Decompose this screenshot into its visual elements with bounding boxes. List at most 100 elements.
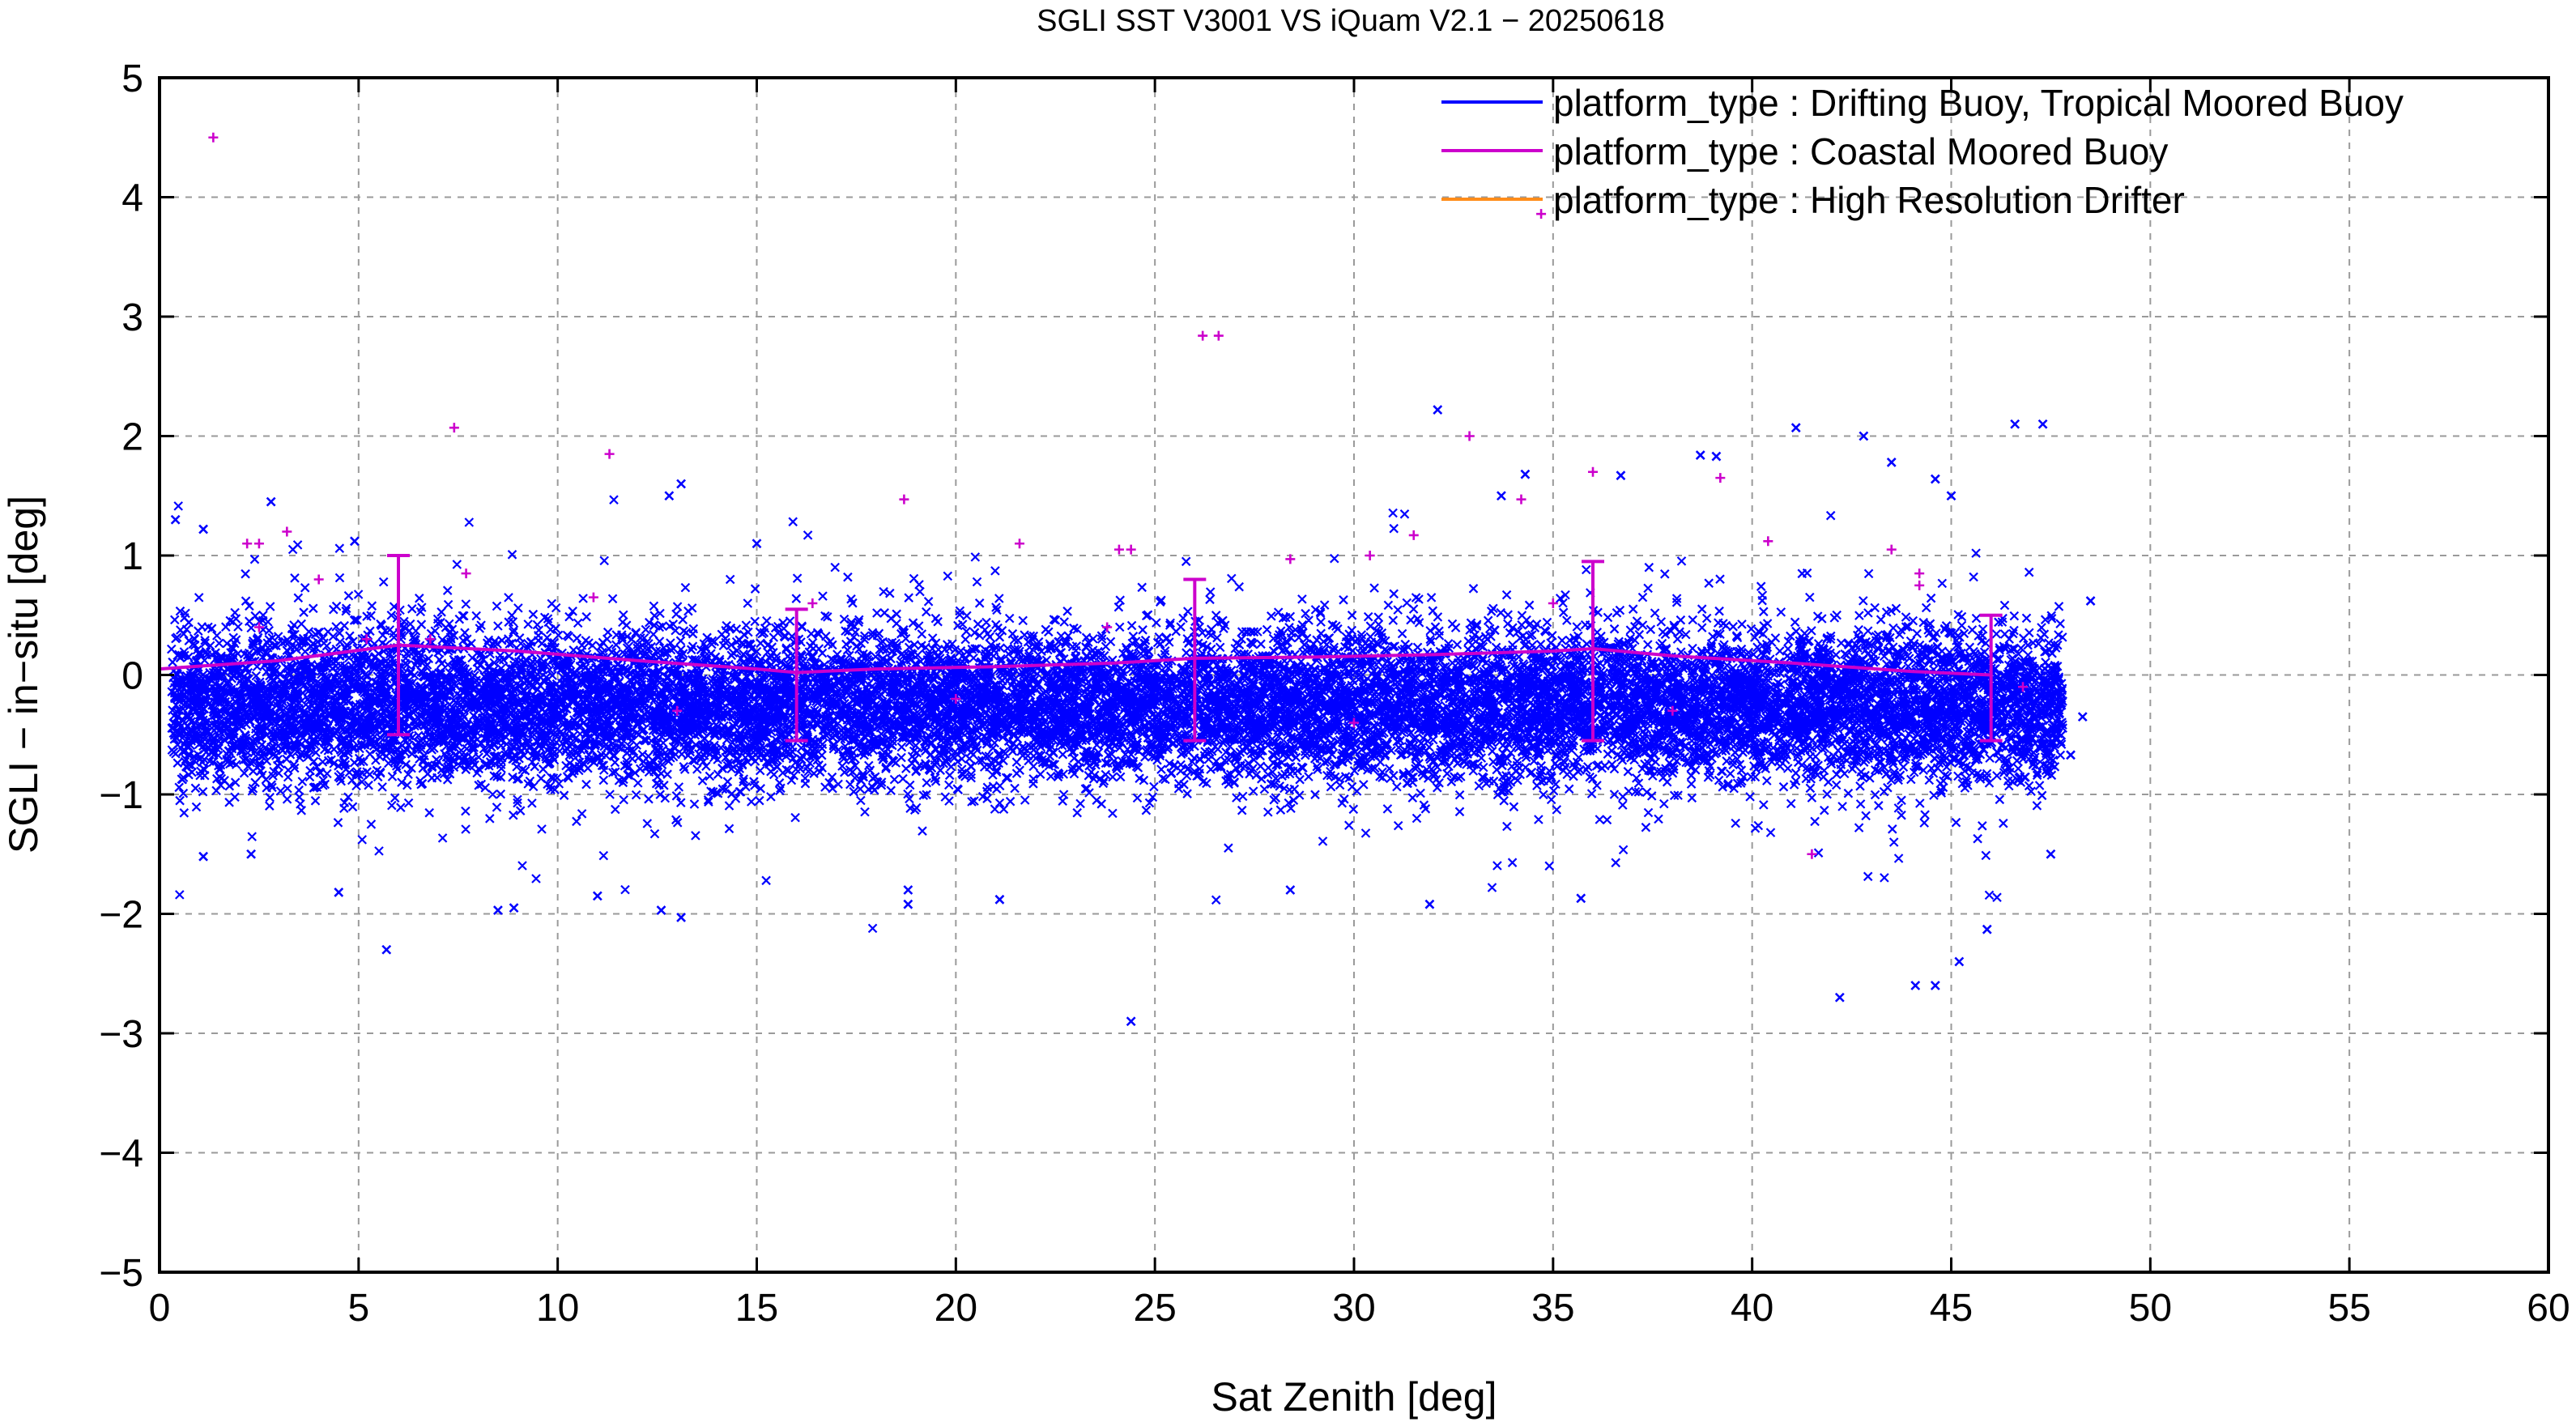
y-tick-label: −5 — [99, 1252, 143, 1295]
y-axis-ticks: −5 −4 −3 −2 −1 0 1 2 3 4 5 — [99, 57, 2548, 1295]
magenta-point — [1807, 849, 1817, 859]
blue-outlier-point — [509, 903, 519, 913]
magenta-point — [361, 634, 372, 645]
blue-outlier-point — [170, 514, 181, 525]
magenta-point — [1365, 551, 1375, 560]
y-tick-label: 4 — [121, 177, 143, 220]
y-tick-label: 2 — [121, 416, 143, 459]
legend-label: platform_type : High Resolution Drifter — [1553, 179, 2185, 221]
magenta-point — [604, 449, 615, 459]
legend-item: platform_type : Drifting Buoy, Tropical … — [1441, 82, 2404, 124]
blue-outlier-point — [1859, 431, 1869, 441]
blue-outlier-point — [1497, 491, 1506, 501]
blue-outlier-point — [676, 913, 687, 922]
magenta-points — [208, 132, 2028, 859]
legend-item: platform_type : High Resolution Drifter — [1441, 179, 2185, 221]
blue-outlier-point — [592, 891, 602, 901]
magenta-point — [253, 539, 264, 549]
x-tick-label: 40 — [1731, 1287, 1773, 1330]
blue-outlier-point — [1946, 491, 1956, 501]
magenta-point — [1886, 544, 1897, 555]
x-axis-title: Sat Zenith [deg] — [1211, 1374, 1497, 1420]
magenta-point — [1667, 705, 1678, 716]
blue-outlier-point — [1520, 469, 1531, 479]
blue-outlier-point — [1930, 981, 1940, 990]
magenta-point — [1914, 568, 1925, 579]
x-tick-label: 55 — [2327, 1287, 2370, 1330]
y-axis-title: SGLI − in−situ [deg] — [1, 496, 46, 854]
error-bar — [1183, 577, 1207, 743]
blue-outlier-points — [170, 405, 2096, 1027]
blue-outlier-point — [1695, 450, 1705, 461]
x-tick-label: 5 — [347, 1287, 369, 1330]
blue-outlier-point — [1910, 981, 1921, 990]
mean-curve — [159, 643, 1991, 677]
magenta-point — [1408, 530, 1419, 540]
blue-cloud-markers — [167, 495, 2067, 934]
x-tick-label: 60 — [2527, 1287, 2570, 1330]
magenta-point — [242, 539, 253, 549]
blue-outlier-point — [334, 888, 344, 897]
y-tick-label: −2 — [99, 894, 143, 937]
blue-outlier-point — [1982, 924, 1992, 935]
y-tick-label: −4 — [99, 1133, 143, 1176]
blue-outlier-point — [2046, 849, 2056, 859]
error-bar — [1582, 560, 1604, 743]
magenta-point — [1763, 536, 1773, 547]
x-tick-label: 50 — [2129, 1287, 2172, 1330]
blue-outlier-point — [266, 496, 276, 507]
blue-outlier-point — [349, 536, 360, 547]
magenta-point — [807, 598, 818, 608]
blue-outlier-point — [1616, 470, 1626, 481]
error-bar — [785, 607, 808, 743]
y-tick-label: 0 — [121, 655, 143, 698]
x-tick-label: 25 — [1133, 1287, 1176, 1330]
magenta-point — [1102, 622, 1113, 632]
magenta-point — [2018, 682, 2028, 692]
magenta-point — [1285, 554, 1296, 564]
magenta-point — [1126, 544, 1136, 555]
blue-outlier-point — [1576, 893, 1586, 904]
magenta-point — [1914, 580, 1925, 590]
magenta-point — [672, 705, 683, 716]
magenta-point — [282, 526, 292, 537]
magenta-point — [1113, 544, 1124, 555]
blue-outlier-point — [2077, 712, 2088, 722]
x-tick-label: 45 — [1930, 1287, 1973, 1330]
magenta-point — [1015, 539, 1024, 549]
magenta-point — [1536, 209, 1547, 219]
legend-item: platform_type : Coastal Moored Buoy — [1441, 130, 2168, 172]
y-tick-label: −1 — [99, 774, 143, 817]
y-tick-label: 5 — [121, 57, 143, 100]
blue-outlier-point — [2010, 419, 2020, 429]
y-tick-label: −3 — [99, 1013, 143, 1056]
blue-outlier-point — [1285, 885, 1296, 895]
magenta-point — [1548, 598, 1558, 608]
blue-outlier-point — [1790, 423, 1801, 433]
error-bar — [387, 554, 410, 737]
mean-curve-layer — [159, 643, 1991, 677]
magenta-point — [951, 694, 961, 704]
blue-outlier-point — [1954, 956, 1965, 967]
error-bars-layer — [387, 554, 2003, 743]
magenta-point — [449, 423, 459, 433]
legend-label: platform_type : Drifting Buoy, Tropical … — [1553, 82, 2404, 124]
blue-outlier-point — [1424, 899, 1435, 909]
blue-outlier-point — [198, 524, 209, 534]
blue-outlier-point — [1834, 992, 1845, 1003]
chart-title: SGLI SST V3001 VS iQuam V2.1 − 20250618 — [1037, 4, 1665, 38]
magenta-point — [1198, 330, 1208, 341]
y-tick-label: 1 — [121, 535, 143, 578]
blue-outlier-point — [2085, 596, 2096, 606]
legend-label: platform_type : Coastal Moored Buoy — [1553, 130, 2168, 172]
blue-outlier-point — [1433, 405, 1443, 415]
magenta-point — [461, 568, 471, 579]
blue-outlier-point — [903, 885, 913, 895]
magenta-point — [253, 622, 264, 632]
x-tick-label: 30 — [1332, 1287, 1375, 1330]
blue-outlier-point — [676, 479, 687, 489]
x-tick-label: 20 — [935, 1287, 977, 1330]
magenta-point — [899, 494, 909, 505]
blue-outlier-point — [2037, 419, 2048, 429]
